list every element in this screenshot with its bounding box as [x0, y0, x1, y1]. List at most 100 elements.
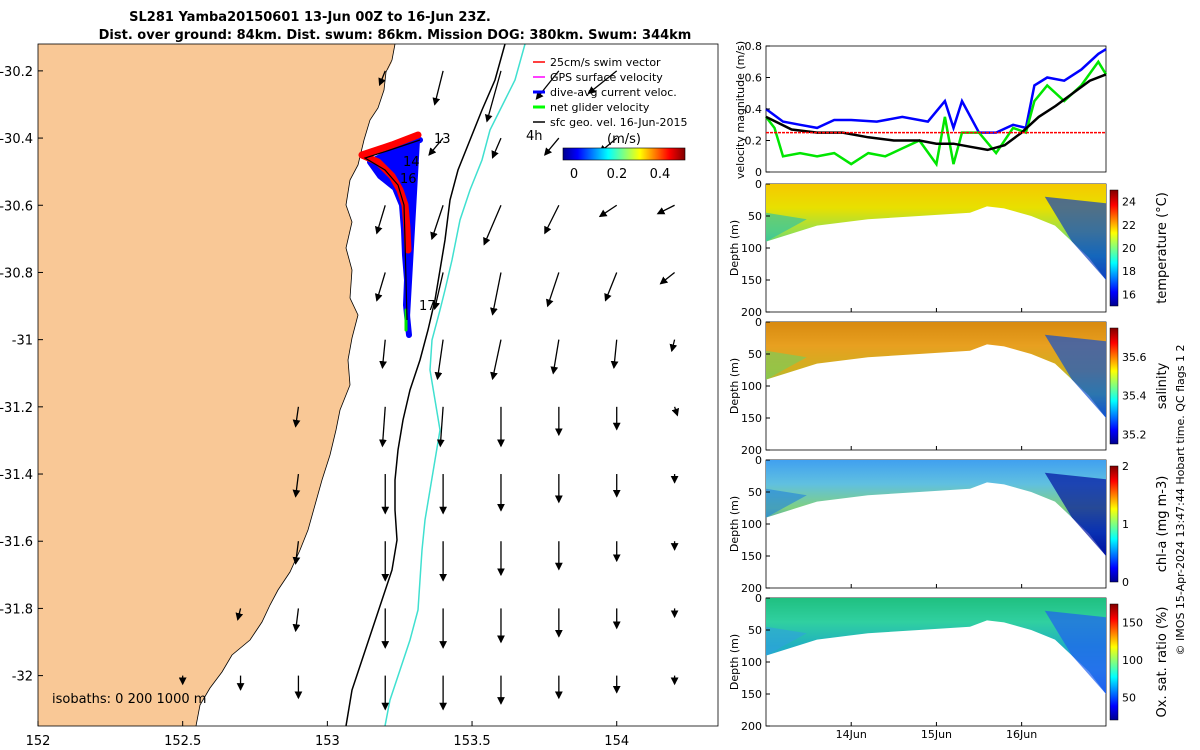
legend-label-swim: 25cm/s swim vector	[550, 56, 661, 69]
section-colorbar-tick: 16	[1122, 288, 1136, 301]
velocity-arrow	[598, 204, 618, 218]
legend-label-current: dive-avg current veloc.	[550, 86, 677, 99]
velocity-arrow	[490, 339, 502, 381]
section-y-tick-label: 100	[741, 242, 762, 255]
section-colorbar-tick: 24	[1122, 196, 1136, 209]
velocity-arrow	[544, 204, 560, 235]
section-data-fill	[766, 184, 1106, 280]
section-y-tick-label: 0	[755, 592, 762, 605]
section-colorbar	[1109, 465, 1119, 583]
track-day-label: 16	[400, 172, 417, 187]
section-data-fill	[766, 322, 1106, 418]
map-y-tick-label: -32	[12, 670, 33, 685]
section-colorbar-tick: 35.6	[1122, 351, 1147, 364]
section-x-tick-label: 15Jun	[921, 728, 952, 741]
isobath-200m	[345, 44, 506, 726]
track-day-label: 13	[434, 132, 451, 147]
section-left-water	[766, 626, 807, 656]
section-colorbar-tick: 18	[1122, 265, 1136, 278]
velocity-arrow	[544, 137, 560, 156]
section-colorbar-tick: 35.4	[1122, 390, 1147, 403]
section-colorbar-tick: 1	[1122, 518, 1129, 531]
velocity-arrow	[659, 271, 676, 285]
velocity-arrow	[604, 272, 618, 302]
map-y-tick-label: -31.6	[0, 535, 33, 550]
map-x-tick-label: 154	[604, 734, 629, 749]
section-left-water	[766, 350, 807, 380]
section-y-tick-label: 50	[748, 210, 762, 223]
velocity-arrow	[428, 137, 444, 156]
track-day-label: 17	[419, 299, 436, 314]
velocity-arrow	[483, 205, 502, 246]
velocity-y-tick-label: 0.6	[745, 72, 763, 85]
velocity-arrow	[550, 339, 560, 375]
section-y-tick-label: 100	[741, 380, 762, 393]
section-colorbar-tick: 35.2	[1122, 428, 1147, 441]
velocity-arrow	[546, 272, 560, 308]
section-colorbar	[1109, 189, 1119, 307]
velocity-arrow	[432, 70, 444, 106]
map-y-tick-label: -31.4	[0, 468, 33, 483]
velocity-arrow	[379, 339, 387, 369]
map-y-tick-label: -31.8	[0, 602, 33, 617]
velocity-arrow	[610, 339, 619, 369]
velocity-y-tick-label: 0.4	[745, 103, 763, 116]
section-colorbar-label: salinity	[1155, 362, 1170, 409]
velocity-series	[765, 48, 1108, 168]
section-deep-water	[1044, 610, 1106, 694]
section-deep-water	[1044, 334, 1106, 418]
velocity-arrow	[587, 70, 618, 95]
glider-track-center	[363, 139, 421, 321]
section-data-fill	[766, 598, 1106, 694]
map-island	[382, 58, 392, 70]
section-data-fill	[766, 460, 1106, 556]
velocity-y-label: velocity magnitude (m/s)	[734, 41, 747, 179]
velocity-arrow	[669, 339, 678, 353]
section-y-label: Depth (m)	[728, 496, 741, 552]
credit-text: © IMOS 15-Apr-2024 13:47:44 Hobart time.…	[1174, 345, 1187, 656]
section-y-tick-label: 150	[741, 274, 762, 287]
map-x-tick-label: 153	[315, 734, 340, 749]
section-colorbar	[1109, 327, 1119, 445]
section-x-tick-label: 16Jun	[1006, 728, 1037, 741]
legend-label-gps: GPS surface velocity	[550, 71, 663, 84]
map-y-tick-label: -30.6	[0, 199, 33, 214]
velocity-panel: 0 0.2 0.4 0.6 0.8 velocity magnitude (m/s)	[734, 40, 1108, 179]
section-y-tick-label: 0	[755, 454, 762, 467]
velocity-y-axis: 0 0.2 0.4 0.6 0.8	[745, 40, 770, 179]
velocity-arrow	[378, 70, 386, 87]
legend-label-geo: sfc geo. vel. 16-Jun-2015	[550, 116, 687, 129]
map-frame	[37, 43, 719, 727]
velocity-arrow	[656, 204, 675, 215]
map-y-axis: -30.2 -30.4 -30.6 -30.8 -31 -31.2 -31.4 -31.6 -3…	[0, 65, 43, 685]
section-deep-water	[1044, 472, 1106, 556]
section-colorbar-tick: 150	[1122, 617, 1143, 630]
velocity-arrow	[436, 406, 445, 448]
glider-track-swim	[358, 131, 422, 254]
velocity-arrow	[491, 137, 502, 159]
section-colorbar-tick: 20	[1122, 242, 1136, 255]
section-panel-temperature: 0 50 100 150 200 Depth (m) 24 22 20 18 16 temperatu…	[728, 178, 1170, 319]
section-y-label: Depth (m)	[728, 358, 741, 414]
section-y-tick-label: 150	[741, 688, 762, 701]
velocity-arrow	[535, 70, 560, 100]
velocity-arrow	[292, 541, 301, 565]
title-line-1: SL281 Yamba20150601 13-Jun 00Z to 16-Jun…	[129, 10, 491, 25]
section-colorbar	[1109, 603, 1119, 721]
velocity-arrow	[671, 406, 680, 417]
velocity-series-line	[765, 59, 1108, 168]
velocity-arrow	[292, 473, 301, 498]
section-y-tick-label: 50	[748, 624, 762, 637]
section-y-tick-label: 50	[748, 348, 762, 361]
section-y-tick-label: 200	[741, 444, 762, 457]
speed-colorbar-gradient	[562, 147, 686, 161]
section-y-tick-label: 50	[748, 486, 762, 499]
section-y-tick-label: 0	[755, 178, 762, 191]
velocity-arrow	[374, 272, 386, 302]
section-y-tick-label: 150	[741, 550, 762, 563]
map-x-tick-label: 152	[26, 734, 51, 749]
section-y-tick-label: 200	[741, 720, 762, 733]
section-panel-chl-a: 0 50 100 150 200 Depth (m) 2 1 0 chl-a (mg m-3)	[728, 454, 1170, 595]
